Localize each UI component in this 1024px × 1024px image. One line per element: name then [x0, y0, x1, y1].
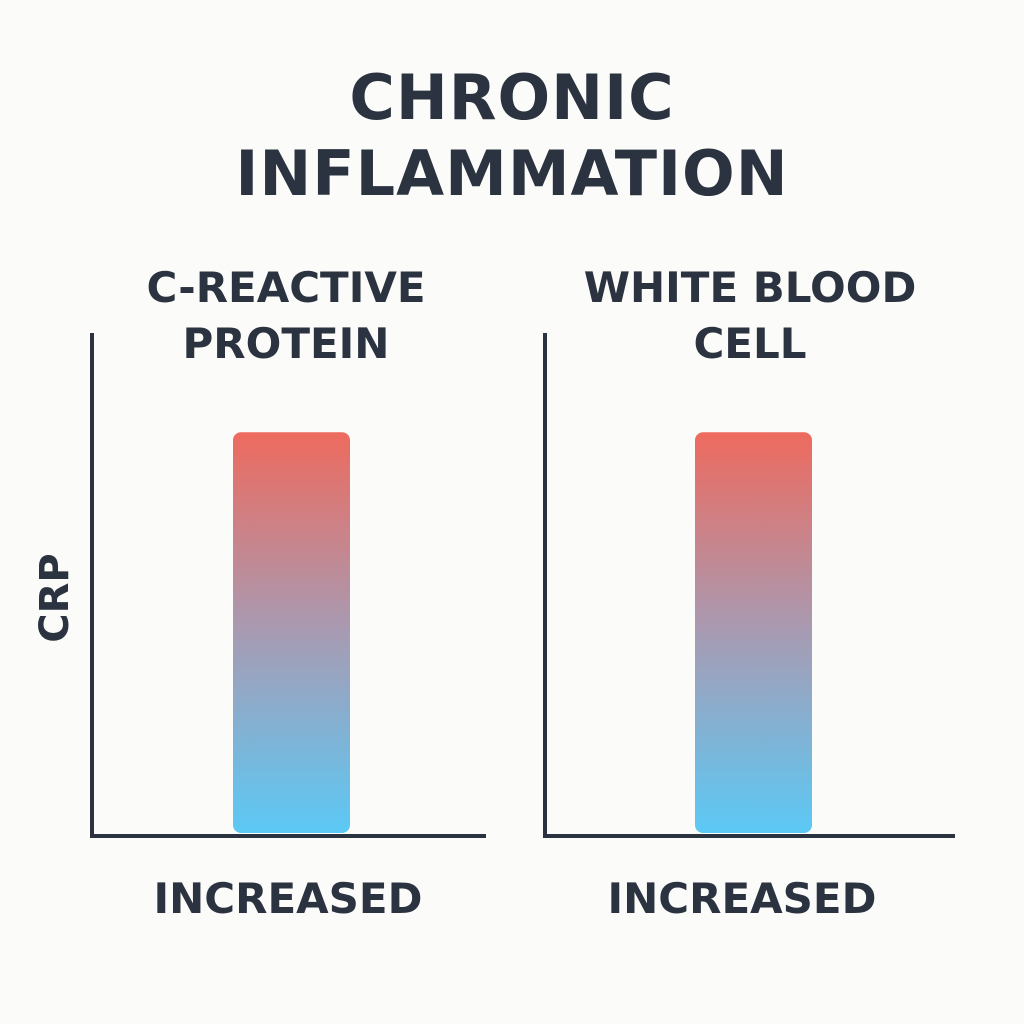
main-title-line-1: CHRONIC	[349, 61, 675, 134]
panel-title-line-1: C-REACTIVE	[146, 263, 425, 312]
panel-title-line-2: CELL	[693, 319, 806, 368]
bar-increased	[233, 432, 350, 833]
panel-title-line-2: PROTEIN	[183, 319, 390, 368]
chart-main-title: CHRONIC INFLAMMATION	[0, 60, 1024, 212]
y-axis-label: CRP	[32, 553, 78, 642]
x-axis-label: INCREASED	[608, 874, 877, 923]
panel-c-reactive-protein: C-REACTIVE PROTEIN INCREASED CRP	[32, 263, 486, 923]
panel-title-line-1: WHITE BLOOD	[584, 263, 917, 312]
x-axis-label: INCREASED	[154, 874, 423, 923]
panel-white-blood-cell: WHITE BLOOD CELL INCREASED	[543, 263, 955, 923]
bar-increased	[695, 432, 812, 833]
main-title-line-2: INFLAMMATION	[235, 137, 789, 210]
